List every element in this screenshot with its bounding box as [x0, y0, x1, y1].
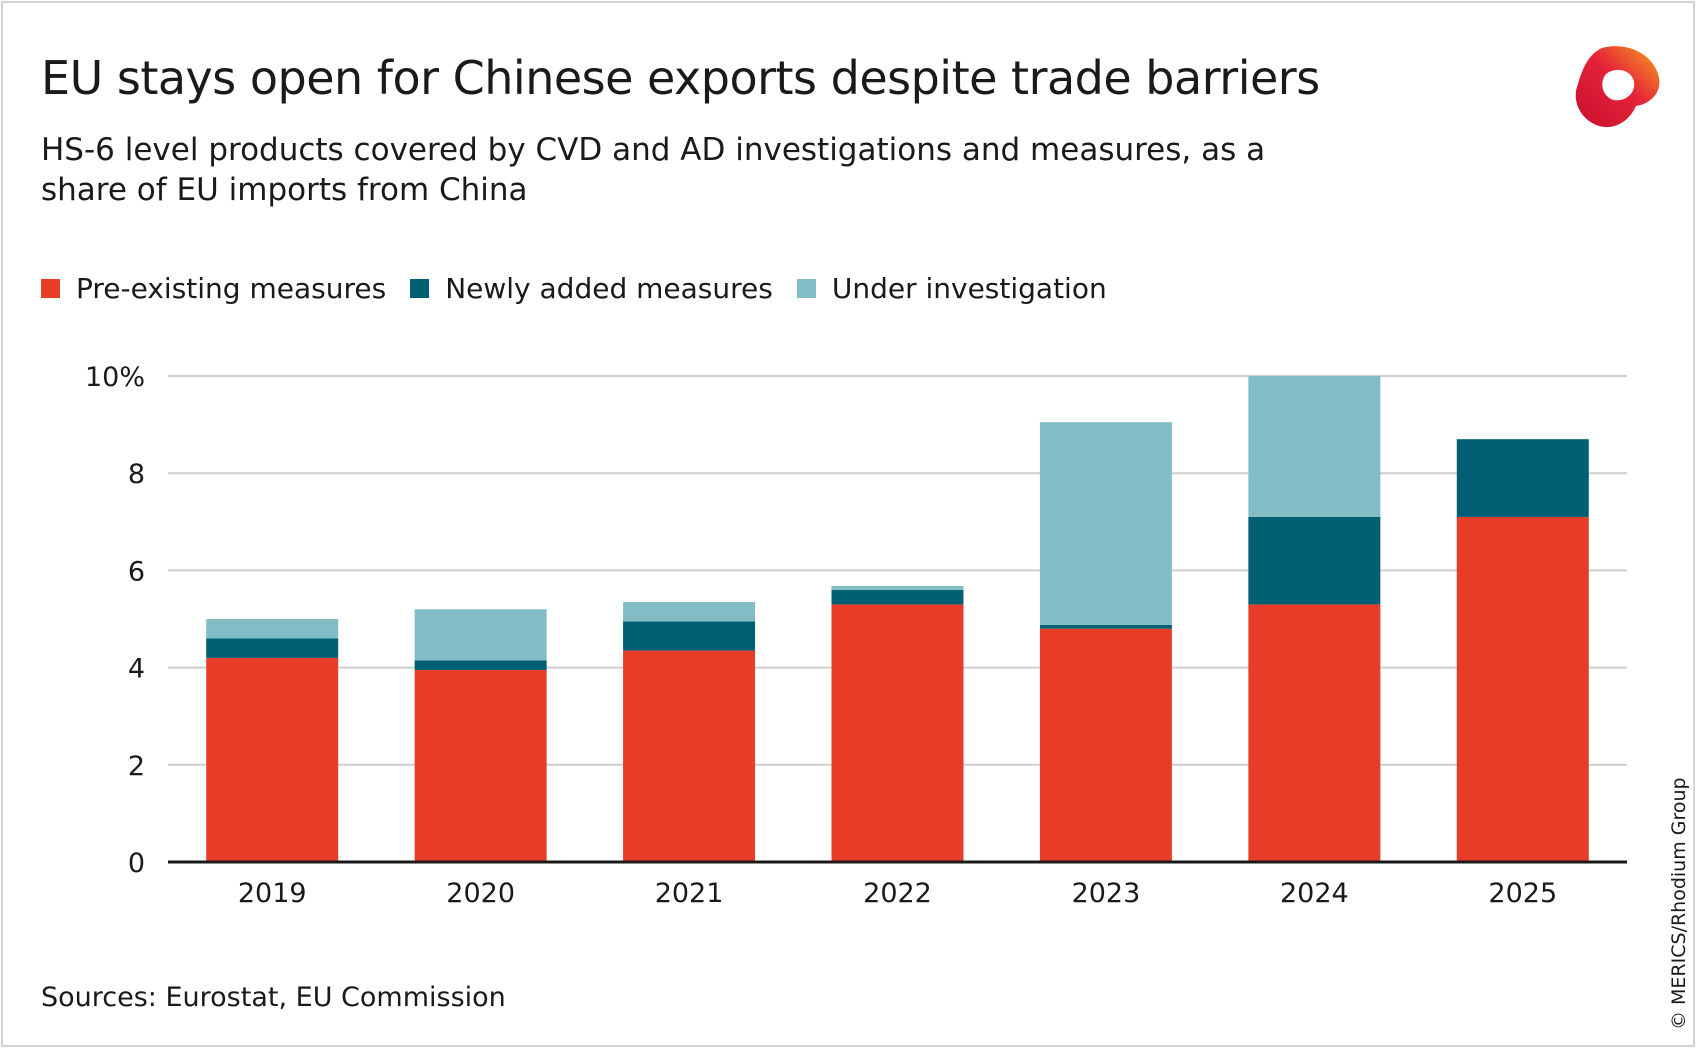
bar-2024-series-0 [1248, 604, 1381, 862]
chart-title: EU stays open for Chinese exports despit… [41, 51, 1320, 105]
bar-2022-series-0 [831, 604, 964, 862]
bar-2021-series-1 [623, 621, 756, 651]
x-tick-label-2024: 2024 [1280, 878, 1349, 909]
bar-2020-series-1 [414, 660, 547, 671]
bar-2024-series-2 [1248, 376, 1381, 517]
legend-label-under-investigation: Under investigation [831, 272, 1107, 305]
y-tick-label-10: 10% [85, 362, 145, 393]
merics-logo-icon [1575, 46, 1660, 128]
y-tick-label-2: 2 [128, 751, 145, 782]
legend-swatch-pre-existing [41, 279, 60, 298]
x-tick-label-2022: 2022 [863, 878, 932, 909]
bar-2021-series-2 [623, 601, 756, 622]
bar-2021-series-0 [623, 650, 756, 862]
bar-2020-series-2 [414, 609, 547, 661]
legend-item-pre-existing: Pre-existing measures [41, 272, 386, 305]
legend: Pre-existing measures Newly added measur… [41, 272, 1131, 305]
legend-label-pre-existing: Pre-existing measures [76, 272, 387, 305]
bar-2025-series-1 [1456, 439, 1589, 517]
y-tick-label-4: 4 [128, 654, 145, 685]
x-tick-label-2025: 2025 [1488, 878, 1557, 909]
bar-2022-series-2 [831, 585, 964, 590]
x-tick-label-2021: 2021 [655, 878, 724, 909]
legend-label-newly-added: Newly added measures [445, 272, 773, 305]
bar-2020-series-0 [414, 670, 547, 862]
source-note: Sources: Eurostat, EU Commission [41, 982, 506, 1013]
y-tick-label-0: 0 [128, 848, 145, 879]
bar-2025-series-0 [1456, 516, 1589, 862]
legend-item-under-investigation: Under investigation [796, 272, 1107, 305]
bar-2019-series-2 [206, 619, 339, 639]
legend-item-newly-added: Newly added measures [410, 272, 773, 305]
bar-2024-series-1 [1248, 516, 1381, 605]
bar-2019-series-1 [206, 638, 339, 658]
bar-2023-series-1 [1039, 624, 1172, 629]
chart-subtitle: HS-6 level products covered by CVD and A… [41, 132, 1266, 208]
bar-2022-series-1 [831, 589, 964, 605]
legend-swatch-newly-added [410, 279, 430, 298]
bar-2023-series-0 [1039, 628, 1172, 862]
y-tick-label-6: 6 [128, 556, 145, 587]
bar-2023-series-2 [1039, 422, 1172, 625]
x-tick-label-2020: 2020 [446, 878, 515, 909]
x-tick-label-2019: 2019 [238, 878, 307, 909]
copyright-note: © MERICS/Rhodium Group [1668, 777, 1690, 1030]
x-tick-label-2023: 2023 [1072, 878, 1141, 909]
y-tick-label-8: 8 [128, 459, 145, 490]
bar-2019-series-0 [206, 657, 339, 862]
legend-swatch-under-investigation [796, 279, 816, 298]
